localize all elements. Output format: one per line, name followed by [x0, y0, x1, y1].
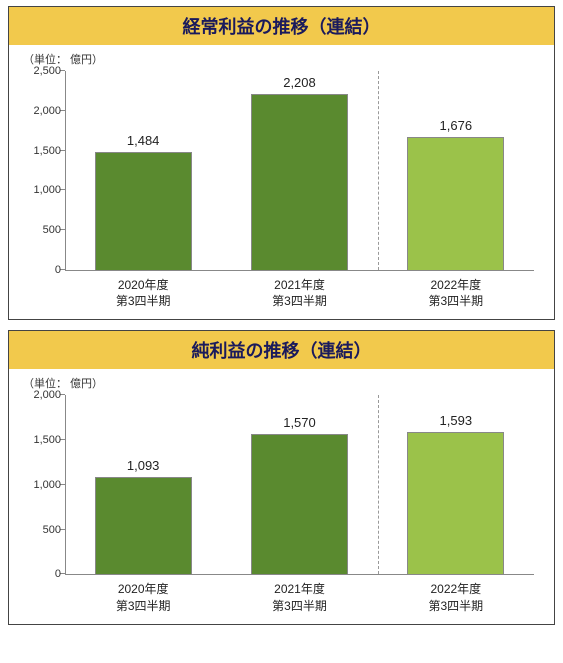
bar-value-label: 1,676 — [440, 118, 473, 133]
chart-title: 純利益の推移（連結） — [9, 331, 554, 369]
bars-container: 1,093 1,570 1,593 — [65, 395, 534, 574]
bar: 1,093 — [95, 477, 192, 575]
x-axis: 2020年度第3四半期2021年度第3四半期2022年度第3四半期 — [65, 581, 534, 613]
y-tick: 1,000 — [21, 479, 61, 491]
bar-slot: 1,676 — [378, 71, 534, 270]
chart-unit: （単位： 億円） — [9, 369, 554, 391]
y-tick: 500 — [21, 524, 61, 536]
chart-unit: （単位： 億円） — [9, 45, 554, 67]
bar-value-label: 1,570 — [283, 415, 316, 430]
y-axis: 05001,0001,5002,000 — [21, 395, 61, 574]
bar: 1,676 — [407, 137, 504, 270]
y-tick: 1,000 — [21, 184, 61, 196]
x-label: 2021年度第3四半期 — [221, 581, 377, 613]
x-label: 2022年度第3四半期 — [378, 581, 534, 613]
y-tick: 0 — [21, 568, 61, 580]
bar-value-label: 1,593 — [440, 413, 473, 428]
x-label: 2020年度第3四半期 — [65, 581, 221, 613]
y-tick: 500 — [21, 224, 61, 236]
bar: 1,484 — [95, 152, 192, 270]
y-tick: 0 — [21, 264, 61, 276]
bar-value-label: 2,208 — [283, 75, 316, 90]
bar-slot: 1,570 — [221, 395, 377, 574]
bars-container: 1,484 2,208 1,676 — [65, 71, 534, 270]
x-label: 2020年度第3四半期 — [65, 277, 221, 309]
y-tick: 2,000 — [21, 389, 61, 401]
bar-slot: 1,093 — [65, 395, 221, 574]
y-tick: 2,500 — [21, 65, 61, 77]
chart-title: 経常利益の推移（連結） — [9, 7, 554, 45]
x-label: 2022年度第3四半期 — [378, 277, 534, 309]
chart-block-0: 経常利益の推移（連結）（単位： 億円） 0 500 1,000 1,500 2,000 2,… — [8, 6, 555, 320]
x-axis: 2020年度第3四半期2021年度第3四半期2022年度第3四半期 — [65, 277, 534, 309]
bar-value-label: 1,484 — [127, 133, 160, 148]
divider-line — [378, 395, 379, 574]
y-tick: 2,000 — [21, 105, 61, 117]
divider-line — [378, 71, 379, 270]
bar-value-label: 1,093 — [127, 458, 160, 473]
chart-plot: 05001,0001,5002,0002,5001,4842,2081,676 — [65, 71, 534, 271]
bar: 1,570 — [251, 434, 348, 575]
bar-slot: 1,484 — [65, 71, 221, 270]
bar: 1,593 — [407, 432, 504, 575]
x-label: 2021年度第3四半期 — [221, 277, 377, 309]
y-axis: 05001,0001,5002,0002,500 — [21, 71, 61, 270]
chart-plot: 05001,0001,5002,0001,0931,5701,593 — [65, 395, 534, 575]
bar: 2,208 — [251, 94, 348, 270]
y-tick: 1,500 — [21, 434, 61, 446]
bar-slot: 2,208 — [221, 71, 377, 270]
y-tick: 1,500 — [21, 145, 61, 157]
bar-slot: 1,593 — [378, 395, 534, 574]
chart-block-1: 純利益の推移（連結）（単位： 億円） 0 500 1,000 1,500 2,000 1,0… — [8, 330, 555, 624]
